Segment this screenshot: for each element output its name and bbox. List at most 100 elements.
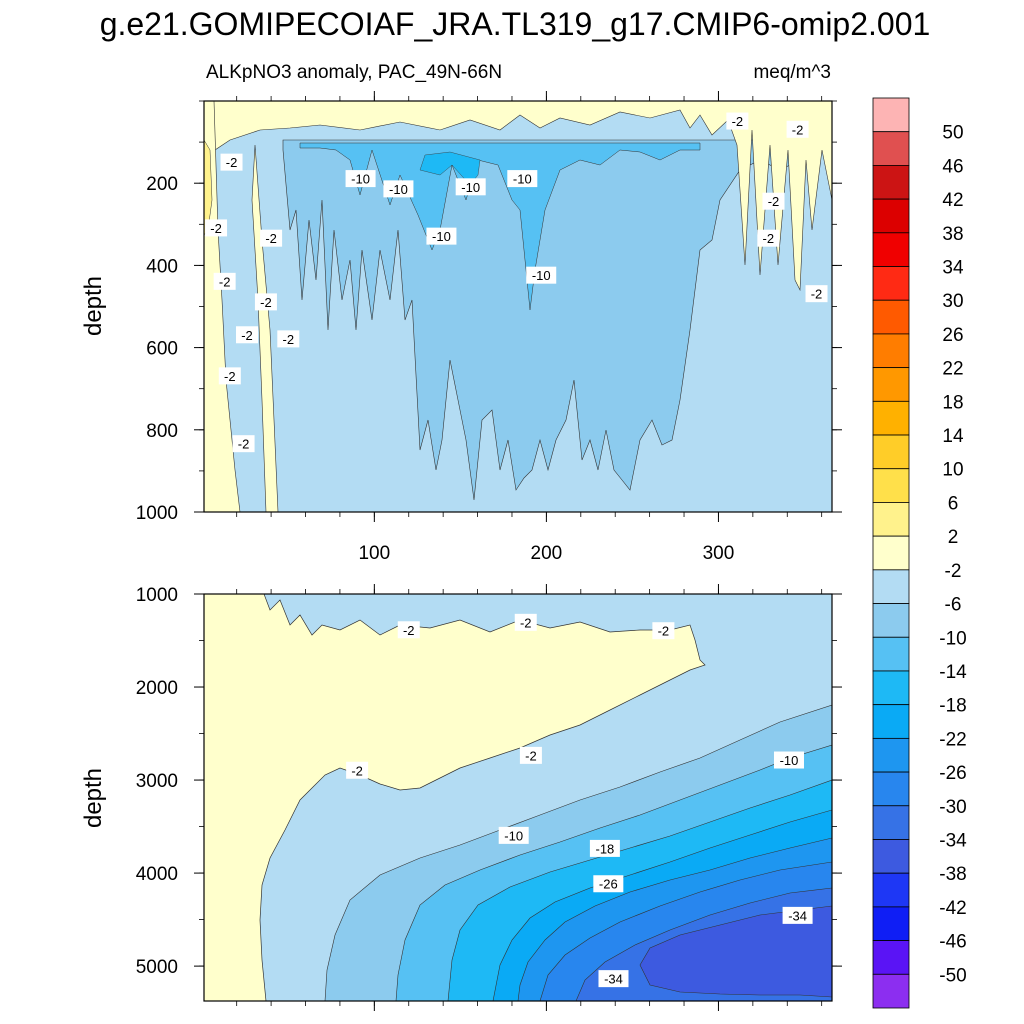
colorbar-swatch — [872, 940, 910, 975]
top-band-minus6-to-minus10 — [282, 139, 821, 501]
top-y-axis-label: depth — [80, 276, 107, 336]
colorbar-label: 14 — [942, 426, 964, 447]
bottom-contour-label-box — [498, 826, 529, 844]
bottom-contour-label: -2 — [346, 761, 369, 779]
top-contour-label: -2 — [213, 272, 236, 290]
bottom-plot-frame — [203, 593, 833, 1002]
colorbar-label: -30 — [939, 797, 966, 818]
top-contour-label: -2 — [254, 293, 277, 311]
top-contour-label: -2 — [236, 326, 259, 344]
bottom-y-axis-label: depth — [80, 768, 107, 828]
bottom-contour-label: -10 — [498, 826, 529, 844]
bottom-contour-label: -10 — [773, 751, 804, 769]
bottom-contour-label: -2 — [514, 613, 537, 631]
top-contour-labels: -2 -2 -2 -2 -2 -2 -2 -2 -2 -10 -10 -10 -10 -10 -10 -2 -2… — [205, 112, 828, 453]
bottom-contour-label-box — [652, 622, 675, 640]
top-contour-label: -2 — [757, 229, 780, 247]
colorbar-label: -14 — [939, 662, 967, 683]
units-label: meq/m^3 — [753, 62, 831, 83]
colorbar-swatch — [872, 805, 910, 840]
bottom-band-minus2-to-2 — [204, 594, 706, 1001]
bottom-contour-label-box — [519, 746, 542, 764]
bottom-contour-label-box — [397, 621, 420, 639]
colorbar-swatch — [872, 906, 910, 941]
top-contour-label-text: -2 — [260, 295, 272, 310]
colorbar-label: -10 — [939, 628, 966, 649]
top-y-tick-label: 800 — [146, 421, 178, 442]
top-contour-label: -2 — [218, 367, 241, 385]
top-contour-label: -2 — [277, 330, 300, 348]
colorbar-swatch — [872, 737, 910, 773]
top-contour-label-text: -2 — [732, 114, 744, 129]
top-band-surface-minus2-to-2 — [204, 101, 832, 292]
top-band-left-minus2-to-2-strip — [251, 144, 279, 512]
top-x-tick-label: 100 — [358, 543, 390, 564]
top-contour-label-text: -2 — [792, 122, 804, 137]
colorbar-label: 18 — [942, 392, 963, 413]
bottom-contour-label: -34 — [598, 970, 629, 988]
top-contour-label-box — [218, 367, 241, 385]
bottom-contour-label-text: -2 — [351, 763, 363, 778]
top-contour-label-text: -10 — [461, 180, 480, 195]
bottom-contour-label: -18 — [589, 839, 620, 857]
top-contour-label-box — [345, 170, 376, 188]
colorbar-swatch — [872, 569, 910, 604]
colorbar-label: -38 — [939, 864, 966, 885]
top-band-minus10-to-minus14 — [299, 142, 701, 311]
top-contour-label-box — [260, 229, 283, 247]
colorbar-label: 22 — [942, 359, 963, 380]
colorbar-label: -34 — [939, 830, 967, 851]
colorbar-swatch — [872, 333, 910, 369]
bottom-contour-label: -2 — [397, 621, 420, 639]
colorbar-swatch — [872, 468, 910, 503]
top-contour-label-box — [220, 153, 243, 171]
colorbar-label: 34 — [942, 258, 964, 279]
top-contour-label: -2 — [726, 112, 749, 130]
top-band-left-minus2-to-2 — [204, 101, 241, 512]
bottom-contour-label-text: -2 — [525, 748, 537, 763]
top-contour-label-box — [455, 178, 486, 196]
top-contour-label-text: -2 — [210, 221, 222, 236]
colorbar-swatch — [872, 704, 910, 739]
top-contour-label-box — [426, 227, 457, 245]
colorbar-label: -2 — [945, 561, 962, 582]
top-contour-label-text: -2 — [811, 287, 823, 302]
top-contour-label-text: -2 — [265, 231, 277, 246]
top-contour-label: -2 — [805, 285, 828, 303]
top-y-tick-label: 600 — [146, 339, 178, 360]
colorbar-swatch — [872, 198, 910, 234]
bottom-contour-label-text: -34 — [788, 908, 807, 923]
top-contour-label-text: -2 — [219, 274, 231, 289]
bottom-band-minus34-to-minus38 — [639, 905, 832, 998]
bottom-contour-labels: -2 -2 -2 -2 -2 -10 -10 -18 -26 -34 -34 — [346, 613, 813, 988]
bottom-contour-label-box — [593, 875, 624, 893]
colorbar-swatch — [872, 266, 910, 301]
colorbar-swatch — [872, 973, 910, 1009]
colorbar-label: 30 — [942, 291, 963, 312]
top-y-axis: 200 400 600 800 1000 — [136, 100, 842, 524]
bottom-contour-label-box — [782, 906, 813, 924]
bottom-contour-label-text: -18 — [595, 841, 614, 856]
top-contour-label: -2 — [205, 219, 228, 237]
top-y-tick-label: 400 — [146, 256, 178, 277]
top-contour-label-box — [507, 170, 538, 188]
bottom-contour-label-box — [773, 751, 804, 769]
colorbar-swatch — [872, 872, 910, 908]
colorbar-label: 42 — [942, 190, 963, 211]
colorbar-swatch — [872, 535, 910, 571]
bottom-y-axis: 1000 2000 3000 4000 5000 — [136, 585, 842, 978]
top-contour-label: -10 — [455, 178, 486, 196]
colorbar-swatch — [872, 502, 910, 537]
bottom-y-tick-label: 3000 — [136, 771, 178, 792]
bottom-y-tick-label: 4000 — [136, 864, 178, 885]
top-contour-label-text: -10 — [351, 172, 370, 187]
top-band-left-2-to-6 — [204, 139, 213, 236]
bottom-contour-label-box — [598, 970, 629, 988]
top-y-tick-label: 200 — [146, 174, 178, 195]
colorbar-label: -50 — [939, 965, 966, 986]
colorbar-swatch — [872, 434, 910, 470]
colorbar-label: -22 — [939, 729, 966, 750]
top-contour-label-box — [383, 180, 414, 198]
top-contour-label-box — [213, 272, 236, 290]
top-contour-label: -2 — [220, 153, 243, 171]
